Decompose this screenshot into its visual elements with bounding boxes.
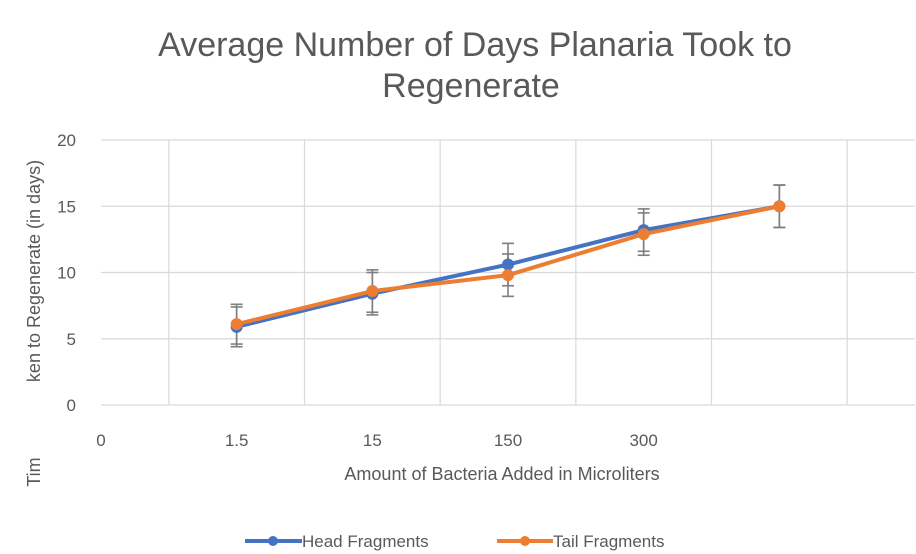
- x-tick-label: 15: [363, 431, 382, 450]
- x-tick-labels: 0 1.5 15 150 300: [96, 431, 658, 450]
- chart-title-line-1: Average Number of Days Planaria Took to: [158, 26, 792, 64]
- y-tick-label: 20: [57, 131, 76, 150]
- legend-swatch-head-marker: [268, 536, 278, 546]
- legend-item-tail: Tail Fragments: [497, 532, 664, 551]
- legend-swatch-tail-marker: [520, 536, 530, 546]
- data-point: [502, 258, 514, 271]
- x-axis-label: Amount of Bacteria Added in Microliters: [344, 464, 659, 484]
- data-point: [230, 318, 243, 331]
- series-layer: [230, 184, 786, 348]
- y-axis-label-fragment: Tim: [24, 457, 44, 486]
- y-tick-labels: 0 5 10 15 20: [57, 131, 76, 415]
- y-tick-label: 15: [57, 197, 76, 216]
- legend-label-head: Head Fragments: [302, 532, 429, 551]
- y-tick-label: 10: [57, 264, 76, 283]
- y-axis-label: ken to Regenerate (in days): [24, 160, 44, 382]
- x-tick-label: 300: [629, 431, 657, 450]
- series-line-tail: [230, 200, 786, 331]
- y-tick-label: 5: [67, 330, 76, 349]
- data-point: [773, 200, 786, 213]
- data-point: [502, 269, 514, 282]
- x-tick-label: 0: [96, 431, 105, 450]
- legend: Head Fragments Tail Fragments: [245, 532, 664, 551]
- data-point: [366, 285, 379, 298]
- x-tick-label: 1.5: [225, 431, 249, 450]
- legend-item-head: Head Fragments: [245, 532, 429, 551]
- chart-title-line-2: Regenerate: [382, 67, 560, 105]
- legend-label-tail: Tail Fragments: [553, 532, 664, 551]
- x-tick-label: 150: [494, 431, 522, 450]
- y-tick-label: 0: [67, 396, 76, 415]
- data-point: [637, 228, 650, 241]
